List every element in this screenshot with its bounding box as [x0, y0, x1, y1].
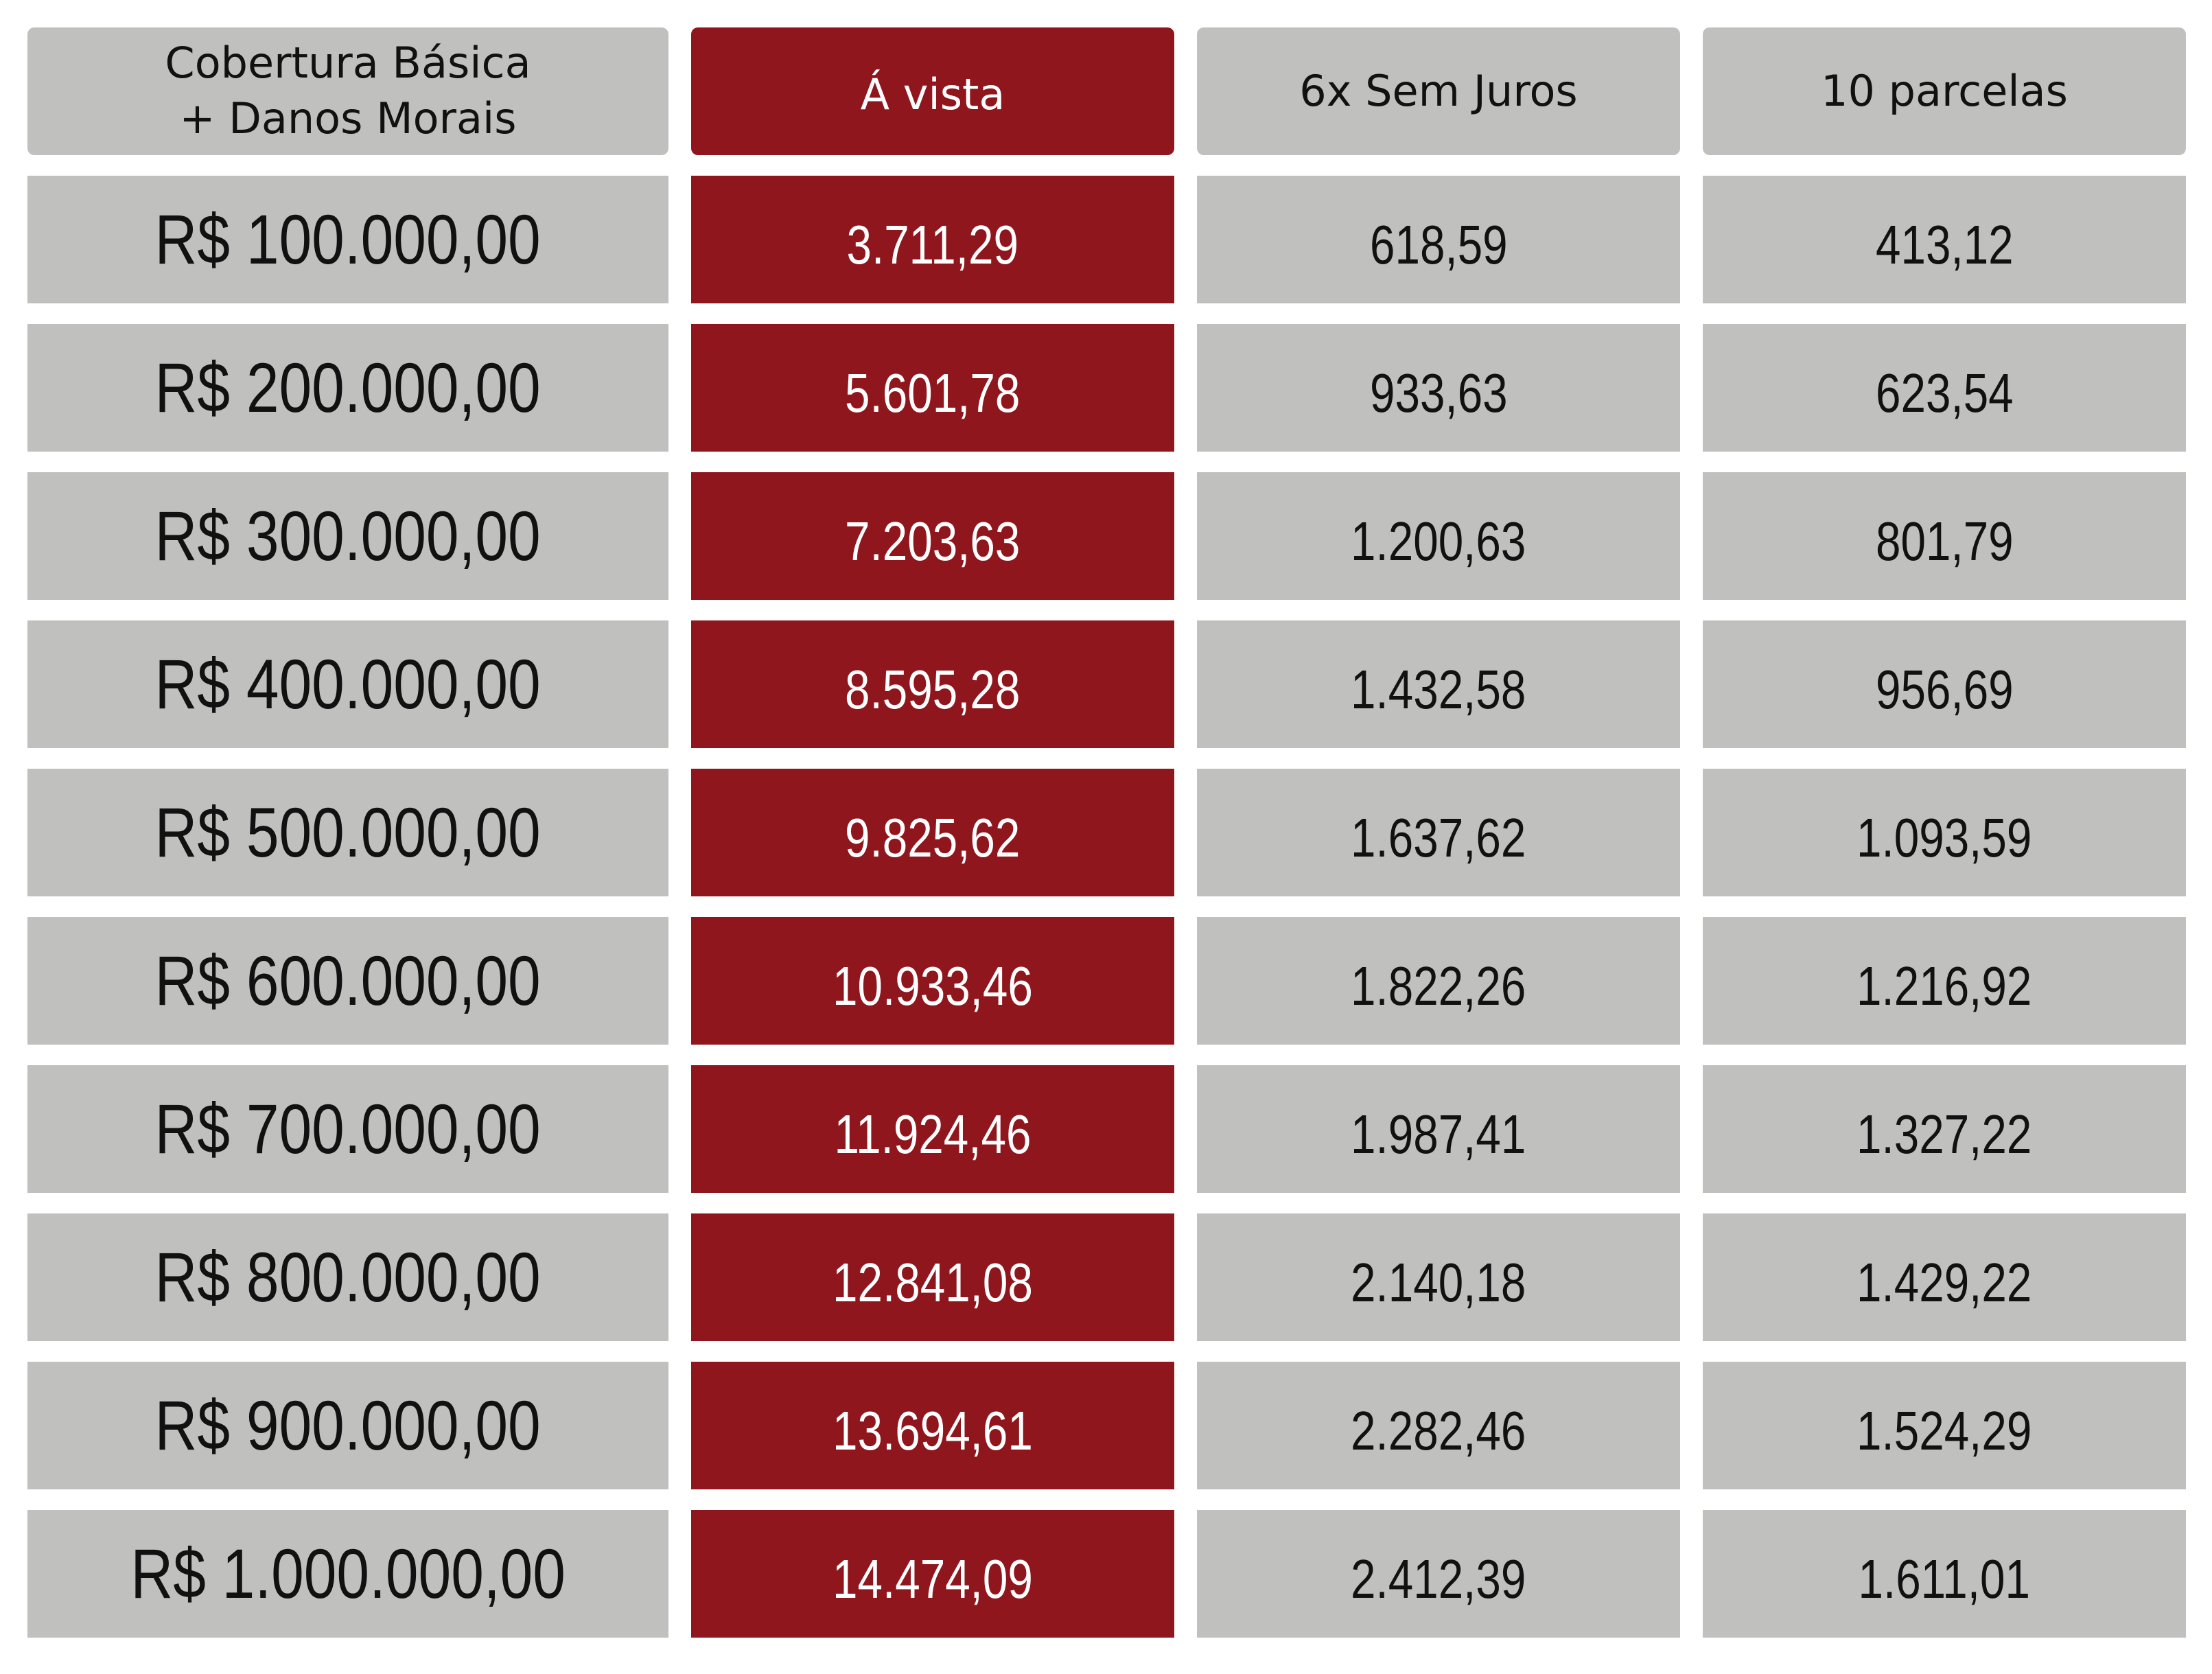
row-6-coverage: R$ 600.000,00 — [27, 917, 668, 1045]
row-8-coverage-value: R$ 800.000,00 — [154, 1237, 542, 1316]
row-3-six: 1.200,63 — [1197, 472, 1680, 600]
row-3-coverage-value: R$ 300.000,00 — [154, 496, 542, 575]
row-3-cash-value: 7.203,63 — [845, 511, 1021, 572]
row-3-six-value: 1.200,63 — [1351, 511, 1526, 572]
row-10-cash-value: 14.474,09 — [833, 1548, 1033, 1609]
row-5-ten-value: 1.093,59 — [1856, 807, 2032, 868]
row-6-cash: 10.933,46 — [691, 917, 1174, 1045]
row-2-six-value: 933,63 — [1369, 362, 1508, 423]
row-1-coverage: R$ 100.000,00 — [27, 176, 668, 303]
row-10-ten: 1.611,01 — [1703, 1510, 2186, 1638]
row-8-cash-value: 12.841,08 — [833, 1252, 1033, 1313]
row-10-coverage: R$ 1.000.000,00 — [27, 1510, 668, 1638]
row-7-six-value: 1.987,41 — [1351, 1104, 1526, 1165]
row-1-six-value: 618,59 — [1369, 214, 1508, 275]
row-9-coverage: R$ 900.000,00 — [27, 1362, 668, 1489]
row-1-ten: 413,12 — [1703, 176, 2186, 303]
row-7-ten-value: 1.327,22 — [1856, 1104, 2032, 1165]
header-ten-installments: 10 parcelas — [1703, 27, 2186, 155]
row-10-coverage-value: R$ 1.000.000,00 — [130, 1534, 566, 1613]
row-2-coverage-value: R$ 200.000,00 — [154, 348, 542, 427]
row-1-ten-value: 413,12 — [1875, 214, 2014, 275]
header-coverage: Cobertura Básica + Danos Morais — [27, 27, 668, 155]
row-8-ten: 1.429,22 — [1703, 1213, 2186, 1341]
price-table: Cobertura Básica + Danos Morais Á vista … — [27, 27, 2186, 1638]
row-5-ten: 1.093,59 — [1703, 769, 2186, 896]
row-9-cash: 13.694,61 — [691, 1362, 1174, 1489]
header-coverage-line1: Cobertura Básica — [165, 38, 531, 89]
row-10-six: 2.412,39 — [1197, 1510, 1680, 1638]
row-6-ten-value: 1.216,92 — [1856, 955, 2032, 1016]
row-10-six-value: 2.412,39 — [1351, 1548, 1526, 1609]
row-4-ten-value: 956,69 — [1875, 659, 2014, 720]
row-3-coverage: R$ 300.000,00 — [27, 472, 668, 600]
row-2-cash: 5.601,78 — [691, 324, 1174, 452]
row-9-coverage-value: R$ 900.000,00 — [154, 1386, 542, 1465]
row-8-cash: 12.841,08 — [691, 1213, 1174, 1341]
row-1-cash-value: 3.711,29 — [846, 214, 1019, 275]
row-4-six: 1.432,58 — [1197, 620, 1680, 748]
row-3-cash: 7.203,63 — [691, 472, 1174, 600]
row-9-ten: 1.524,29 — [1703, 1362, 2186, 1489]
row-6-cash-value: 10.933,46 — [833, 955, 1033, 1016]
row-1-cash: 3.711,29 — [691, 176, 1174, 303]
row-1-six: 618,59 — [1197, 176, 1680, 303]
row-2-cash-value: 5.601,78 — [845, 362, 1021, 423]
header-six-no-interest: 6x Sem Juros — [1197, 27, 1680, 155]
row-5-cash-value: 9.825,62 — [845, 807, 1021, 868]
row-5-six: 1.637,62 — [1197, 769, 1680, 896]
row-2-ten-value: 623,54 — [1875, 362, 2014, 423]
row-2-six: 933,63 — [1197, 324, 1680, 452]
row-8-six: 2.140,18 — [1197, 1213, 1680, 1341]
row-7-coverage-value: R$ 700.000,00 — [154, 1089, 542, 1168]
row-6-six: 1.822,26 — [1197, 917, 1680, 1045]
row-4-coverage-value: R$ 400.000,00 — [154, 644, 542, 723]
row-9-six-value: 2.282,46 — [1351, 1400, 1526, 1461]
row-9-six: 2.282,46 — [1197, 1362, 1680, 1489]
row-4-cash: 8.595,28 — [691, 620, 1174, 748]
row-4-coverage: R$ 400.000,00 — [27, 620, 668, 748]
row-6-six-value: 1.822,26 — [1351, 955, 1526, 1016]
row-5-six-value: 1.637,62 — [1351, 807, 1526, 868]
row-7-coverage: R$ 700.000,00 — [27, 1065, 668, 1193]
row-1-coverage-value: R$ 100.000,00 — [154, 200, 542, 279]
row-7-six: 1.987,41 — [1197, 1065, 1680, 1193]
row-5-coverage-value: R$ 500.000,00 — [154, 793, 542, 872]
row-4-six-value: 1.432,58 — [1351, 659, 1526, 720]
row-7-cash-value: 11.924,46 — [834, 1104, 1032, 1165]
row-6-coverage-value: R$ 600.000,00 — [154, 941, 542, 1020]
row-5-cash: 9.825,62 — [691, 769, 1174, 896]
header-cash: Á vista — [691, 27, 1174, 155]
row-5-coverage: R$ 500.000,00 — [27, 769, 668, 896]
row-6-ten: 1.216,92 — [1703, 917, 2186, 1045]
row-3-ten: 801,79 — [1703, 472, 2186, 600]
row-9-ten-value: 1.524,29 — [1856, 1400, 2032, 1461]
row-7-cash: 11.924,46 — [691, 1065, 1174, 1193]
row-8-ten-value: 1.429,22 — [1856, 1252, 2032, 1313]
row-10-cash: 14.474,09 — [691, 1510, 1174, 1638]
row-10-ten-value: 1.611,01 — [1858, 1548, 2031, 1609]
row-8-six-value: 2.140,18 — [1351, 1252, 1526, 1313]
row-9-cash-value: 13.694,61 — [833, 1400, 1033, 1461]
row-8-coverage: R$ 800.000,00 — [27, 1213, 668, 1341]
row-3-ten-value: 801,79 — [1875, 511, 2014, 572]
row-4-ten: 956,69 — [1703, 620, 2186, 748]
row-2-ten: 623,54 — [1703, 324, 2186, 452]
row-2-coverage: R$ 200.000,00 — [27, 324, 668, 452]
row-4-cash-value: 8.595,28 — [845, 659, 1021, 720]
row-7-ten: 1.327,22 — [1703, 1065, 2186, 1193]
header-coverage-line2: + Danos Morais — [179, 93, 517, 143]
